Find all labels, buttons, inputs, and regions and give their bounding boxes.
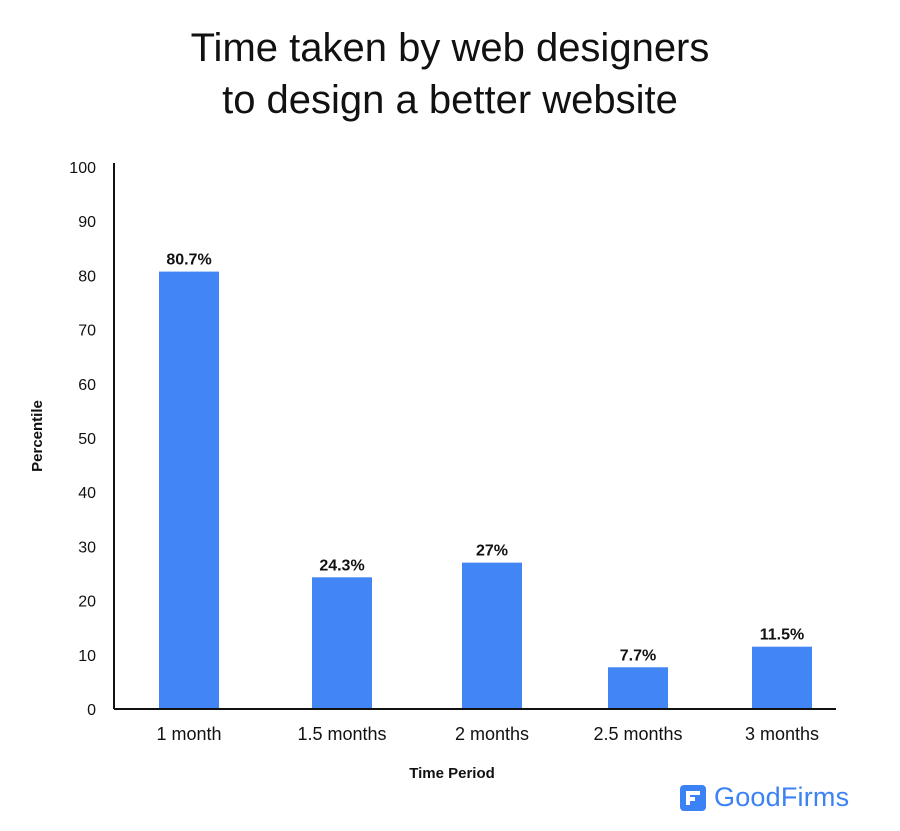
x-tick-label: 1 month <box>156 724 221 744</box>
bar <box>159 271 219 709</box>
y-tick-label: 10 <box>78 648 96 665</box>
chart-title-line-1: Time taken by web designers <box>190 26 710 70</box>
y-tick-label: 70 <box>78 323 96 340</box>
bar-data-label: 27% <box>476 543 508 560</box>
bar <box>312 577 372 709</box>
x-tick-label: 3 months <box>745 724 819 744</box>
goodfirms-logo-icon <box>680 784 706 811</box>
x-tick-label: 2 months <box>455 724 529 744</box>
bar-data-label: 24.3% <box>319 557 364 574</box>
y-tick-label: 40 <box>78 485 96 502</box>
y-tick-label: 0 <box>87 702 96 719</box>
y-tick-label: 80 <box>78 268 96 285</box>
goodfirms-logo: GoodFirms <box>680 782 849 813</box>
y-tick-label: 100 <box>69 160 96 177</box>
y-tick-label: 90 <box>78 214 96 231</box>
bar <box>462 562 522 709</box>
x-axis-ticks: 1 month 1.5 months 2 months 2.5 months 3 mon… <box>156 724 819 744</box>
goodfirms-logo-text: GoodFirms <box>714 782 850 812</box>
x-tick-label: 1.5 months <box>297 724 386 744</box>
y-axis-title: Percentile <box>29 400 46 472</box>
x-axis-title: Time Period <box>409 765 495 782</box>
y-tick-label: 50 <box>78 431 96 448</box>
bar-data-label: 80.7% <box>166 252 211 269</box>
bar <box>752 646 812 709</box>
y-tick-label: 60 <box>78 377 96 394</box>
chart-title: Time taken by web designers to design a … <box>0 22 900 126</box>
x-tick-label: 2.5 months <box>593 724 682 744</box>
chart-title-line-2: to design a better website <box>222 78 678 122</box>
y-axis-ticks: 0 10 20 30 40 50 60 70 80 90 100 <box>69 160 96 719</box>
data-labels: 80.7% 24.3% 27% 7.7% 11.5% <box>166 252 804 665</box>
y-tick-label: 20 <box>78 594 96 611</box>
bar <box>608 667 668 709</box>
bar-data-label: 11.5% <box>760 627 804 644</box>
bar-data-label: 7.7% <box>620 647 656 664</box>
bars <box>159 271 812 709</box>
y-tick-label: 30 <box>78 539 96 556</box>
